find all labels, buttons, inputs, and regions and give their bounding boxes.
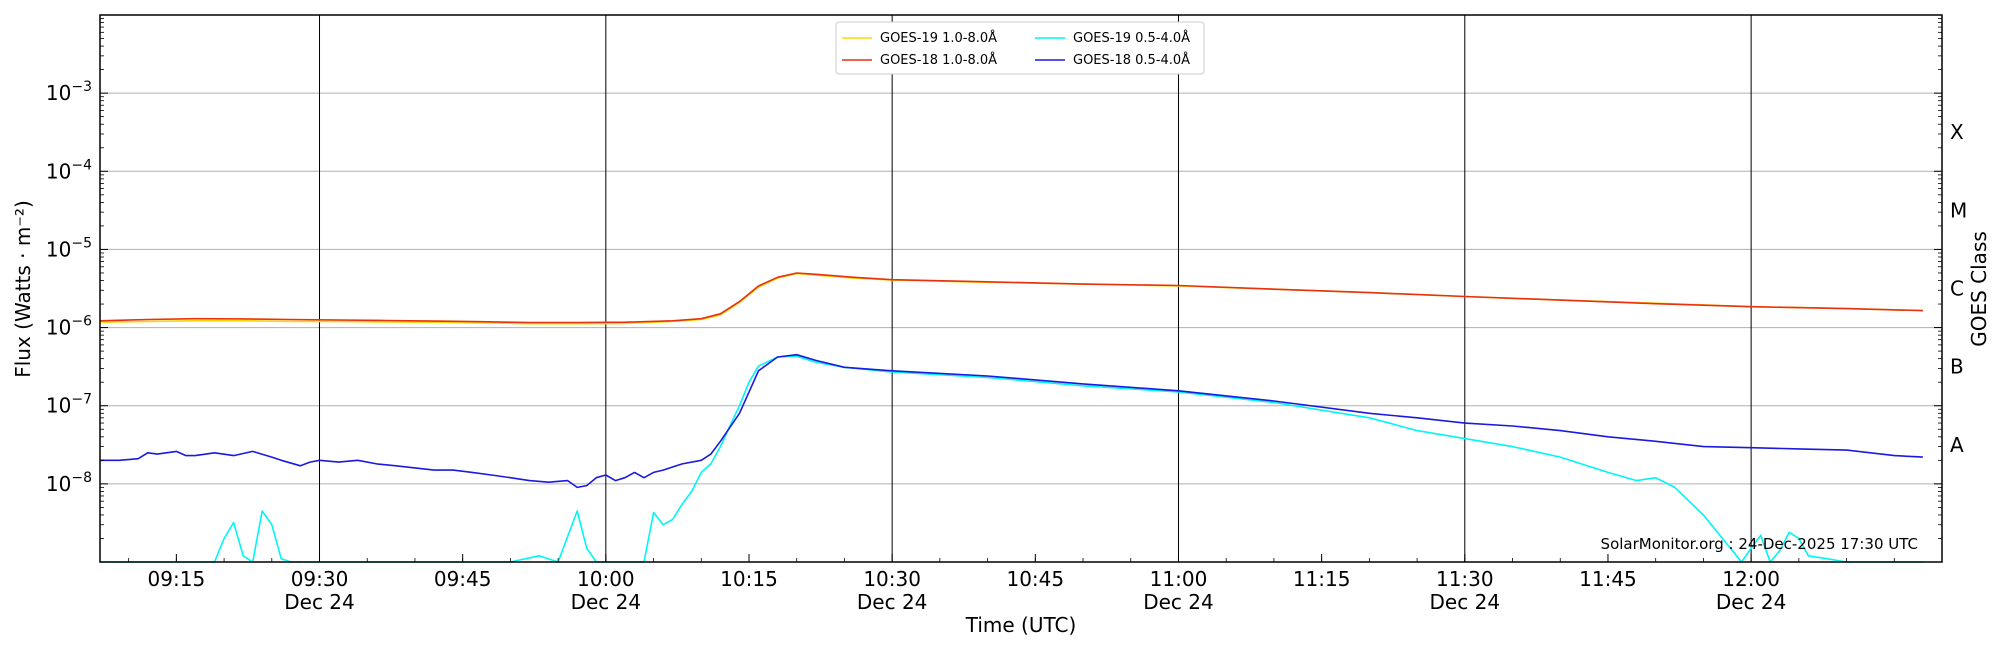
legend-box [835, 21, 1205, 75]
series-line-1 [99, 272, 1923, 324]
y-tick-label-0: 10−8 [46, 470, 92, 496]
x-tick-label-6: 10:45 [1006, 567, 1064, 591]
goes-class-label-x: X [1950, 120, 1964, 144]
y-tick-label-1: 10−7 [46, 392, 92, 418]
legend: GOES-19 1.0-8.0Å GOES-18 1.0-8.0Å GOES-1… [835, 21, 1205, 75]
x-tick-date-3: Dec 24 [571, 590, 642, 614]
source-watermark: SolarMonitor.org : 24-Dec-2025 17:30 UTC [1601, 535, 1918, 553]
x-tick-date-7: Dec 24 [1143, 590, 1214, 614]
grid-layer [100, 15, 1942, 562]
y-tick-label-5: 10−3 [46, 79, 92, 105]
plot-frame [99, 14, 1943, 563]
x-tick-label-10: 11:45 [1579, 567, 1637, 591]
x-tick-label-5: 10:30 [863, 567, 921, 591]
series-line-3 [100, 353, 1923, 489]
legend-label-goes18-short: GOES-18 0.5-4.0Å [1073, 52, 1190, 68]
series-line-2 [100, 355, 1923, 563]
goes-class-label-a: A [1950, 433, 1964, 457]
legend-label-goes19-short: GOES-19 0.5-4.0Å [1073, 30, 1190, 46]
x-tick-label-4: 10:15 [720, 567, 778, 591]
right-axis-label: GOES Class [1967, 231, 1991, 347]
x-tick-label-7: 11:00 [1150, 567, 1208, 591]
x-tick-date-5: Dec 24 [857, 590, 928, 614]
x-tick-label-11: 12:00 [1722, 567, 1780, 591]
y-axis-label: Flux (Watts · m⁻²) [11, 200, 35, 378]
x-tick-date-9: Dec 24 [1430, 590, 1501, 614]
x-tick-label-9: 11:30 [1436, 567, 1494, 591]
goes-class-label-b: B [1950, 355, 1964, 379]
legend-label-goes18-long: GOES-18 1.0-8.0Å [880, 52, 997, 68]
y-tick-label-2: 10−6 [46, 314, 92, 340]
series-line-0 [99, 272, 1923, 325]
goes-class-label-m: M [1950, 198, 1967, 222]
x-tick-label-0: 09:15 [148, 567, 206, 591]
x-tick-label-8: 11:15 [1293, 567, 1351, 591]
x-tick-label-2: 09:45 [434, 567, 492, 591]
x-tick-label-3: 10:00 [577, 567, 635, 591]
y-tick-label-4: 10−4 [46, 157, 92, 183]
x-tick-date-11: Dec 24 [1716, 590, 1787, 614]
x-axis-label: Time (UTC) [965, 613, 1077, 637]
x-tick-date-1: Dec 24 [284, 590, 355, 614]
y-tick-label-3: 10−5 [46, 235, 92, 261]
series-layer [99, 272, 1923, 563]
legend-label-goes19-long: GOES-19 1.0-8.0Å [880, 30, 997, 46]
goes-class-label-c: C [1950, 277, 1964, 301]
x-tick-label-1: 09:30 [291, 567, 349, 591]
